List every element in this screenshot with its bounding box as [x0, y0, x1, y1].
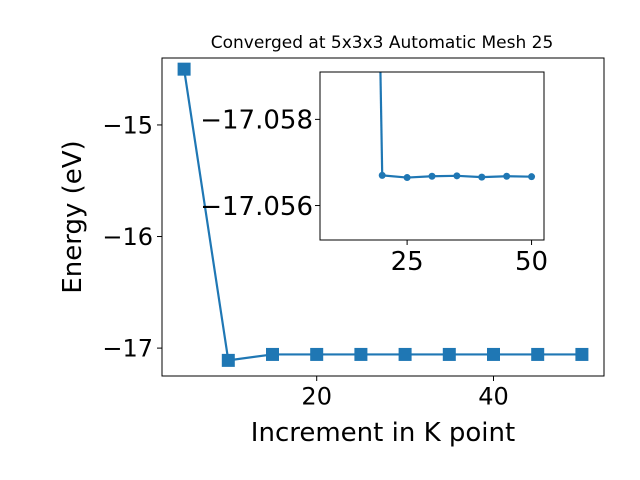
main-data-point [310, 347, 324, 361]
main-series [177, 62, 589, 367]
main-plot: −15−16−17 20 40 Increment in K point Ener… [58, 57, 605, 448]
main-plot-frame [161, 57, 605, 377]
x-axis-label: Increment in K point [251, 418, 515, 448]
main-data-point [398, 347, 412, 361]
inset-y-tick-label: −17.058 [200, 106, 313, 136]
inset-plot: −17.058 −17.056 25 50 [200, 71, 548, 277]
inset-x-ticks: 25 50 [391, 240, 548, 277]
y-axis-label: Energy (eV) [58, 140, 88, 293]
main-x-tick-label: 20 [301, 382, 332, 410]
inset-rising-segment [379, 72, 384, 176]
main-data-point [354, 347, 368, 361]
inset-plot-frame [319, 71, 545, 241]
inset-data-point [403, 174, 411, 182]
inset-data-point [478, 173, 486, 181]
main-data-point [177, 62, 191, 76]
main-y-ticks: −15 −16 −17 [102, 112, 162, 363]
inset-x-tick-label: 50 [515, 247, 548, 277]
main-data-point [221, 353, 235, 367]
chart-title: Converged at 5x3x3 Automatic Mesh 25 [211, 33, 554, 53]
main-data-point [575, 347, 589, 361]
inset-data-point [528, 173, 536, 181]
inset-series [378, 72, 536, 182]
inset-data-point [453, 172, 461, 180]
main-series-line [183, 68, 582, 362]
inset-plot-background [320, 72, 544, 240]
main-y-tick-label: −16 [102, 223, 153, 251]
main-data-point [442, 347, 456, 361]
inset-data-point [503, 172, 511, 180]
inset-x-tick-label: 25 [391, 247, 424, 277]
main-data-point [266, 347, 279, 361]
main-data-point [531, 347, 545, 361]
main-y-tick-label: −17 [102, 335, 153, 363]
inset-data-point [428, 172, 436, 180]
main-data-point [487, 347, 500, 361]
inset-y-ticks: −17.058 −17.056 [200, 106, 320, 222]
main-x-tick-label: 40 [478, 382, 509, 410]
main-y-tick-label: −15 [102, 112, 153, 140]
main-x-ticks: 20 40 [301, 376, 509, 410]
inset-y-tick-label: −17.056 [200, 192, 313, 222]
